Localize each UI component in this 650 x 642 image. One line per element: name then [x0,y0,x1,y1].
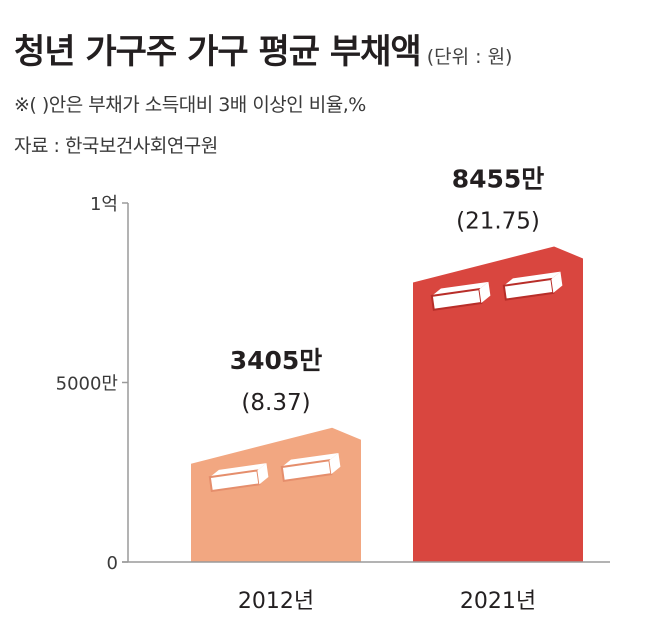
book-icon [430,281,491,311]
book-icon [502,271,563,301]
chart-title-text: 청년 가구주 가구 평균 부채액 [14,32,422,72]
x-category-label: 2012년 [238,589,314,614]
y-tick-label: 0 [107,553,118,574]
book-spine [551,271,563,293]
bar [413,246,583,562]
book-icon [280,452,341,482]
book-icon [208,463,269,493]
x-category-label: 2021년 [460,589,536,614]
book-side [502,277,555,301]
data-label-ratio: (8.37) [241,390,310,416]
book-top [209,463,267,478]
book-spine [479,281,491,304]
y-tick-label: 1억 [90,194,118,215]
book-top [503,271,561,286]
book-spine [257,463,269,485]
bar [191,427,361,562]
chart-title: 청년 가구주 가구 평균 부채액 (단위 : 원) [14,24,512,73]
data-label-value: 8455만 [452,164,545,193]
data-label-value: 3405만 [230,346,323,375]
data-label-ratio: (21.75) [456,208,540,234]
book-spine [329,452,341,475]
y-tick-label: 5000만 [56,374,118,395]
chart-note: ※( )안은 부채가 소득대비 3배 이상인 비율,% [14,94,366,116]
book-top [281,452,339,467]
unit-label: (단위 : 원) [426,46,513,68]
book-top [431,281,489,296]
chart-source: 자료 : 한국보건사회연구원 [14,135,218,157]
